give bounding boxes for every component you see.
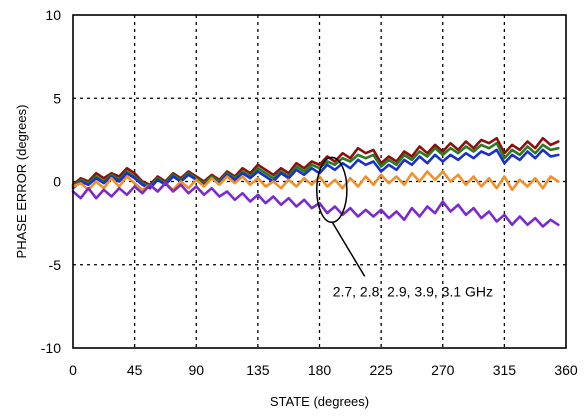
grid [73, 15, 566, 348]
x-tick-label: 225 [369, 362, 393, 378]
y-axis-label: PHASE ERROR (degrees) [14, 105, 29, 259]
plot-frame [72, 14, 567, 349]
x-tick-label: 135 [246, 362, 270, 378]
annotation: 2.7, 2.8, 2.9, 3.9, 3.1 GHz [316, 156, 493, 299]
tick-labels: 0 45 90 135 180 225 270 315 360 10 5 0 -5 -10 [41, 7, 578, 378]
x-tick-label: 90 [188, 362, 204, 378]
y-tick-label: -5 [49, 257, 62, 273]
y-tick-label: -10 [41, 340, 61, 356]
series-line-1 [71, 136, 560, 187]
x-axis-label: STATE (degrees) [270, 394, 369, 409]
y-tick-label: 5 [53, 90, 61, 106]
series-line-5 [71, 181, 560, 228]
x-tick-label: 180 [308, 362, 332, 378]
x-tick-label: 0 [69, 362, 77, 378]
annotation-label: 2.7, 2.8, 2.9, 3.9, 3.1 GHz [333, 283, 493, 299]
series-line-3 [71, 148, 560, 190]
x-tick-label: 45 [127, 362, 143, 378]
x-tick-label: 315 [493, 362, 517, 378]
annotation-arrow [331, 221, 366, 277]
x-tick-label: 270 [431, 362, 455, 378]
x-tick-label: 360 [554, 362, 578, 378]
series-lines [71, 136, 560, 228]
y-tick-label: 10 [45, 7, 61, 23]
y-tick-label: 0 [53, 174, 61, 190]
